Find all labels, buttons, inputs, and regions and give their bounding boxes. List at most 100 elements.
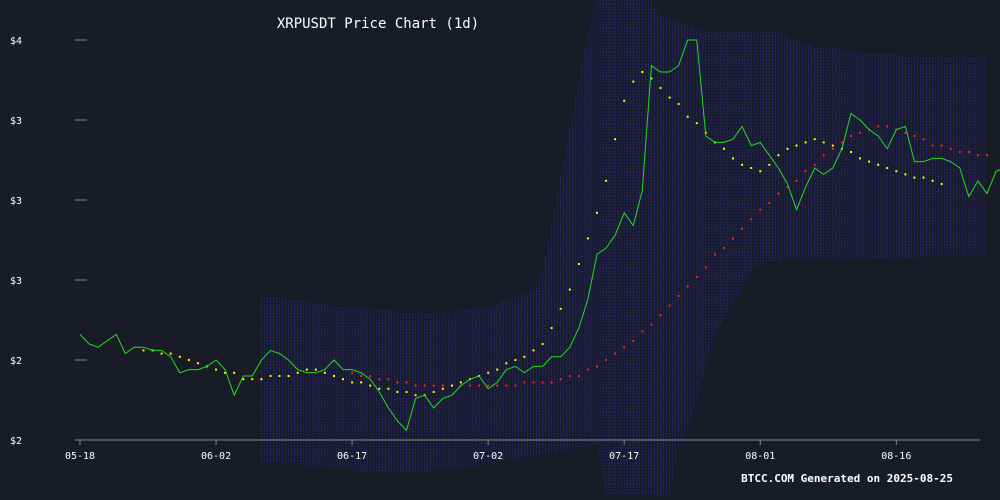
y-tick-label: $2 <box>10 356 22 367</box>
ma-long-point <box>541 381 544 384</box>
ma-short-point <box>868 160 871 163</box>
ma-long-point <box>496 384 499 387</box>
ma-short-point <box>160 352 163 355</box>
ma-long-point <box>813 163 816 166</box>
ma-short-point <box>169 352 172 355</box>
ma-short-point <box>242 378 245 381</box>
ma-long-point <box>704 266 707 269</box>
ma-long-point <box>976 154 979 157</box>
ma-short-point <box>233 371 236 374</box>
ma-short-point <box>786 147 789 150</box>
ma-short-point <box>441 387 444 390</box>
ma-long-point <box>786 186 789 189</box>
ma-long-point <box>550 381 553 384</box>
ma-short-point <box>632 80 635 83</box>
ma-short-point <box>831 144 834 147</box>
ma-long-point <box>741 227 744 230</box>
ma-short-point <box>541 343 544 345</box>
ma-short-point <box>641 71 644 73</box>
ma-long-point <box>586 368 589 371</box>
ma-short-point <box>795 144 798 147</box>
x-tick-label: 07-02 <box>473 451 503 462</box>
band-layer <box>260 0 985 495</box>
ma-short-point <box>287 375 290 377</box>
ma-long-layer <box>351 125 988 387</box>
ma-short-point <box>269 375 272 377</box>
ma-long-point <box>351 371 354 374</box>
ma-short-point <box>695 122 698 125</box>
ma-short-point <box>333 375 335 377</box>
ma-long-point <box>804 170 807 173</box>
ma-long-point <box>732 237 734 240</box>
y-tick-label: $2 <box>10 436 22 447</box>
ma-short-point <box>668 96 671 99</box>
chart-title: XRPUSDT Price Chart (1d) <box>277 16 479 32</box>
ma-long-point <box>958 151 961 153</box>
ma-short-point <box>187 359 190 361</box>
ma-long-point <box>432 384 435 387</box>
ma-long-point <box>387 378 390 381</box>
ma-long-point <box>904 131 907 134</box>
ma-short-point <box>605 179 608 182</box>
ma-short-point <box>895 170 898 173</box>
ma-short-point <box>196 362 199 365</box>
ma-long-point <box>650 323 653 326</box>
price-layer <box>79 39 1000 432</box>
ma-long-point <box>859 131 861 134</box>
ma-long-point <box>396 381 399 384</box>
axis-layer: 05-18 06-02 06-17 07-02 07-17 08-01 08-16 $2 $2 $… <box>10 36 980 462</box>
x-tick-label: 08-16 <box>881 451 911 462</box>
ma-long-point <box>577 375 580 377</box>
ma-long-point <box>487 384 490 387</box>
ma-long-point <box>441 384 444 387</box>
ma-long-point <box>559 378 562 381</box>
ma-short-point <box>414 394 417 397</box>
footer-text: BTCC.COM Generated on 2025-08-25 <box>741 472 953 485</box>
ma-short-point <box>877 163 880 166</box>
ma-long-point <box>668 304 671 307</box>
ma-long-point <box>378 378 381 381</box>
ma-long-point <box>423 384 426 387</box>
ma-short-point <box>514 359 517 361</box>
ma-long-point <box>931 144 934 147</box>
ma-long-point <box>986 154 988 157</box>
ma-long-point <box>523 381 526 384</box>
ma-short-point <box>305 368 308 371</box>
ma-short-point <box>777 154 780 157</box>
ma-long-point <box>713 253 716 256</box>
ma-short-point <box>623 99 626 102</box>
ma-long-point <box>505 384 508 387</box>
ma-short-point <box>686 115 689 118</box>
ma-long-point <box>822 154 825 157</box>
y-tick-label: $3 <box>10 116 22 127</box>
ma-short-point <box>432 391 435 393</box>
ma-short-point <box>487 371 490 374</box>
ma-short-point <box>850 151 852 153</box>
ma-long-point <box>641 330 644 333</box>
ma-short-point <box>750 167 753 169</box>
ma-short-point <box>586 237 589 240</box>
ma-short-point <box>741 163 744 166</box>
ma-short-point <box>314 368 317 371</box>
ma-long-point <box>768 202 771 205</box>
ma-short-point <box>650 77 653 80</box>
ma-short-point <box>904 173 907 176</box>
ma-short-point <box>804 141 807 144</box>
ma-long-point <box>967 151 970 153</box>
ma-long-point <box>686 285 689 288</box>
ma-long-point <box>478 384 481 387</box>
ma-long-point <box>659 314 662 317</box>
ma-long-point <box>877 125 880 128</box>
ma-short-point <box>260 378 263 381</box>
ma-short-point <box>523 355 526 358</box>
ma-short-point <box>813 138 816 141</box>
x-tick-label: 05-18 <box>65 451 95 462</box>
ma-long-point <box>405 381 408 384</box>
price-line <box>79 39 1000 432</box>
ma-long-point <box>532 381 535 384</box>
ma-short-point <box>614 138 617 141</box>
y-tick-label: $3 <box>10 276 22 287</box>
ma-short-point <box>768 163 771 166</box>
